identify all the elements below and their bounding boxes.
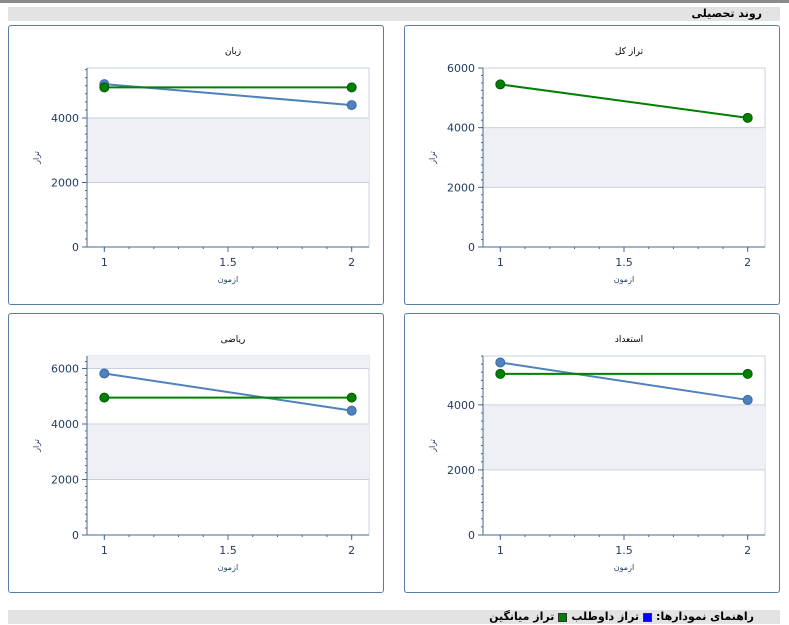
y-tick-label: 6000 bbox=[447, 62, 475, 75]
series-line bbox=[500, 83, 748, 119]
legend-swatch-candidate bbox=[643, 612, 653, 622]
x-axis-label: ازمون bbox=[218, 275, 238, 284]
y-tick-label: 0 bbox=[468, 529, 475, 542]
legend-item-candidate: تراز داوطلب bbox=[571, 610, 640, 623]
x-tick-label: 2 bbox=[744, 544, 751, 557]
chart-panel-total: 0 2000 4000 6000 1 1.5 2 تراز کل ازمون تراز bbox=[404, 25, 780, 305]
x-axis-label: ازمون bbox=[614, 563, 634, 572]
chart-title: زبان bbox=[225, 47, 241, 57]
x-axis-label: ازمون bbox=[614, 275, 634, 284]
band bbox=[87, 117, 369, 183]
x-tick-label: 1 bbox=[497, 544, 504, 557]
data-point bbox=[99, 368, 110, 379]
band bbox=[483, 127, 765, 188]
y-tick-label: 2000 bbox=[51, 176, 79, 189]
chart-title: تراز کل bbox=[615, 47, 644, 57]
band bbox=[87, 423, 369, 480]
band bbox=[483, 404, 765, 470]
band bbox=[87, 356, 369, 369]
y-tick-label: 4000 bbox=[447, 122, 475, 135]
y-tick-label: 2000 bbox=[447, 464, 475, 477]
chart-panel-math: 0 2000 4000 6000 1 1.5 2 ریاضی ازمون تراز bbox=[8, 313, 384, 593]
data-point bbox=[495, 79, 506, 90]
series-line bbox=[104, 372, 352, 412]
y-axis-label: تراز bbox=[32, 151, 41, 165]
y-tick-label: 0 bbox=[72, 241, 79, 254]
data-point bbox=[742, 368, 753, 379]
chart-panel-aptitude: 0 2000 4000 1 1.5 2 استعداد ازمون تراز bbox=[404, 313, 780, 593]
legend-item-average: تراز میانگین bbox=[489, 610, 555, 623]
data-point bbox=[99, 392, 110, 403]
data-point bbox=[346, 100, 357, 111]
y-axis-label: تراز bbox=[428, 439, 437, 453]
y-tick-label: 4000 bbox=[51, 418, 79, 431]
y-axis-label: تراز bbox=[428, 151, 437, 165]
window-top-border bbox=[0, 0, 789, 3]
legend-label: راهنمای نمودارها: bbox=[656, 610, 754, 623]
data-point bbox=[742, 112, 753, 123]
x-tick-label: 1.5 bbox=[219, 544, 237, 557]
x-tick-label: 1 bbox=[497, 256, 504, 269]
y-tick-label: 0 bbox=[72, 529, 79, 542]
data-point bbox=[346, 392, 357, 403]
chart-title: استعداد bbox=[615, 335, 643, 345]
y-tick-label: 4000 bbox=[447, 399, 475, 412]
y-tick-label: 4000 bbox=[51, 112, 79, 125]
chart-math: 0 2000 4000 6000 1 1.5 2 ریاضی ازمون تراز bbox=[32, 335, 370, 572]
data-point bbox=[99, 82, 110, 93]
x-tick-label: 2 bbox=[744, 256, 751, 269]
chart-aptitude: 0 2000 4000 1 1.5 2 استعداد ازمون تراز bbox=[428, 335, 766, 572]
chart-title: ریاضی bbox=[221, 335, 246, 345]
y-axis-label: تراز bbox=[32, 439, 41, 453]
x-tick-label: 1 bbox=[101, 544, 108, 557]
x-tick-label: 2 bbox=[348, 544, 355, 557]
chart-legend: راهنمای نمودارها: تراز داوطلب تراز میانگ… bbox=[489, 610, 754, 624]
section-header: روند تحصیلی bbox=[8, 7, 780, 21]
x-tick-label: 1.5 bbox=[615, 544, 633, 557]
x-axis-label: ازمون bbox=[218, 563, 238, 572]
data-point bbox=[495, 368, 506, 379]
y-tick-label: 6000 bbox=[51, 362, 79, 375]
x-tick-label: 1.5 bbox=[615, 256, 633, 269]
x-tick-label: 1.5 bbox=[219, 256, 237, 269]
y-tick-label: 2000 bbox=[447, 181, 475, 194]
data-point bbox=[742, 394, 753, 405]
series-line bbox=[500, 361, 748, 401]
chart-total: 0 2000 4000 6000 1 1.5 2 تراز کل ازمون تراز bbox=[428, 47, 766, 284]
chart-panel-language: 0 2000 4000 1 1.5 2 زبان ازمون تراز bbox=[8, 25, 384, 305]
x-tick-label: 2 bbox=[348, 256, 355, 269]
chart-language: 0 2000 4000 1 1.5 2 زبان ازمون تراز bbox=[32, 47, 370, 284]
y-tick-label: 0 bbox=[468, 241, 475, 254]
data-point bbox=[346, 82, 357, 93]
y-tick-label: 2000 bbox=[51, 473, 79, 486]
section-title: روند تحصیلی bbox=[691, 7, 763, 20]
data-point bbox=[346, 405, 357, 416]
legend-swatch-average bbox=[558, 612, 568, 622]
legend-bar: راهنمای نمودارها: تراز داوطلب تراز میانگ… bbox=[8, 610, 780, 624]
x-tick-label: 1 bbox=[101, 256, 108, 269]
data-point bbox=[495, 357, 506, 368]
